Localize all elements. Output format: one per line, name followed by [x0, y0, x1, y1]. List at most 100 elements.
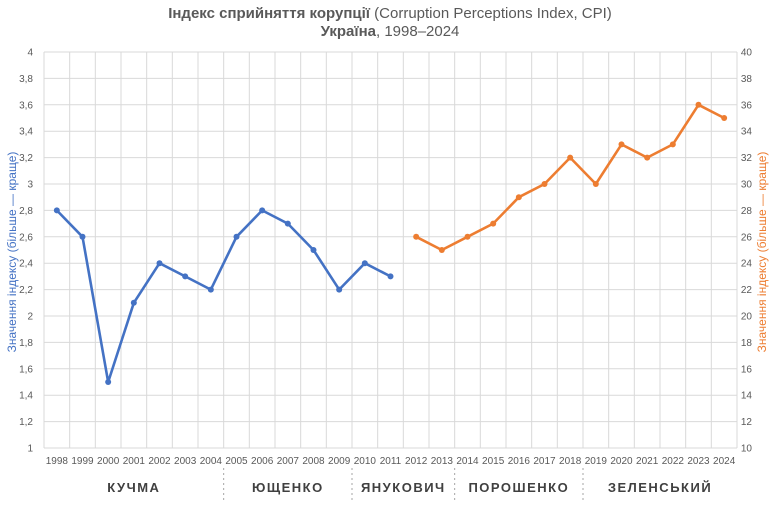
- y-axis-right-ticks: 10 12 14 16 18 20 22 24 26 28 30 32 34 36 38 40: [741, 48, 753, 455]
- y-left-tick-label: 2: [27, 312, 33, 323]
- y-right-tick-label: 28: [741, 206, 753, 217]
- data-point: [156, 260, 163, 267]
- data-point: [336, 286, 343, 293]
- y-right-tick-label: 30: [741, 180, 753, 191]
- y-left-tick-label: 1,4: [19, 391, 33, 402]
- data-point: [259, 207, 266, 214]
- y-right-tick-label: 14: [741, 391, 753, 402]
- data-point: [567, 154, 574, 161]
- y-axis-left-ticks: 1 1,2 1,4 1,6 1,8 2 2,2 2,4 2,6 2,8 3 3,2 3,4 3,6 3,8 4: [19, 48, 33, 455]
- data-point: [130, 299, 137, 306]
- y-right-tick-label: 32: [741, 153, 753, 164]
- y-axis-left-label: Значення індексу (більше — краще): [5, 152, 19, 353]
- x-tick-label: 2017: [533, 456, 556, 467]
- data-point: [618, 141, 625, 148]
- x-tick-label: 2007: [277, 456, 300, 467]
- x-tick-label: 2022: [662, 456, 685, 467]
- y-right-tick-label: 38: [741, 74, 753, 85]
- data-point: [79, 233, 86, 240]
- y-right-tick-label: 36: [741, 100, 753, 111]
- y-right-tick-label: 40: [741, 48, 753, 59]
- y-left-tick-label: 2,8: [19, 206, 33, 217]
- subtitle-bold-part: Україна: [321, 23, 377, 40]
- x-tick-label: 2009: [328, 456, 351, 467]
- x-tick-label: 1998: [46, 456, 69, 467]
- y-left-tick-label: 2,4: [19, 259, 33, 270]
- data-point: [490, 220, 497, 227]
- x-tick-label: 2003: [174, 456, 197, 467]
- data-point: [438, 247, 445, 253]
- y-right-tick-label: 24: [741, 259, 753, 270]
- series-line-1: [55, 209, 392, 384]
- data-point: [413, 233, 420, 240]
- chart-title-line2: Україна, 1998–2024: [321, 23, 460, 40]
- y-left-tick-label: 2,2: [19, 285, 33, 296]
- y-left-tick-label: 1,6: [19, 364, 33, 375]
- era-label: КУЧМА: [107, 480, 160, 495]
- y-right-tick-label: 34: [741, 127, 753, 138]
- x-tick-label: 2014: [456, 456, 479, 467]
- y-right-tick-label: 18: [741, 338, 753, 349]
- data-point: [387, 273, 394, 280]
- era-label: ЮЩЕНКО: [252, 480, 324, 495]
- title-rest-part: (Corruption Perceptions Index, CPI): [370, 5, 612, 22]
- data-point: [284, 220, 291, 227]
- data-point: [182, 273, 189, 280]
- x-tick-label: 2008: [302, 456, 325, 467]
- data-point: [233, 233, 240, 240]
- data-point: [464, 233, 471, 240]
- x-tick-label: 2010: [354, 456, 377, 467]
- data-point: [592, 181, 599, 187]
- series-group: [53, 101, 728, 385]
- data-point: [515, 194, 522, 201]
- x-tick-label: 2020: [610, 456, 633, 467]
- x-tick-label: 2015: [482, 456, 505, 467]
- data-point: [669, 141, 676, 148]
- y-right-tick-label: 26: [741, 232, 753, 243]
- y-left-tick-label: 4: [27, 48, 33, 59]
- era-label: ЯНУКОВИЧ: [361, 480, 446, 495]
- gridlines: [43, 51, 738, 449]
- y-right-tick-label: 16: [741, 364, 753, 375]
- y-right-tick-label: 10: [741, 444, 753, 455]
- x-tick-label: 1999: [71, 456, 94, 467]
- chart-title-line1: Індекс сприйняття корупції (Corruption P…: [168, 5, 612, 22]
- y-right-tick-label: 12: [741, 417, 753, 428]
- president-eras: КУЧМА ЮЩЕНКО ЯНУКОВИЧ ПОРОШЕНКО ЗЕЛЕНСЬКИЙ: [107, 468, 712, 503]
- y-left-tick-label: 3,6: [19, 100, 33, 111]
- y-left-tick-label: 3: [27, 180, 33, 191]
- y-axis-right-label: Значення індексу (більше — краще): [755, 152, 769, 353]
- data-point: [541, 181, 548, 187]
- y-left-tick-label: 3,4: [19, 127, 33, 138]
- x-tick-label: 2001: [123, 456, 146, 467]
- x-axis-ticks: 1998 1999 2000 2001 2002 2003 2004 2005 2006 2007…: [46, 456, 736, 467]
- y-left-tick-label: 2,6: [19, 232, 33, 243]
- x-tick-label: 2002: [148, 456, 171, 467]
- x-tick-label: 2023: [687, 456, 710, 467]
- y-left-tick-label: 1,2: [19, 417, 33, 428]
- y-right-tick-label: 20: [741, 312, 753, 323]
- x-tick-label: 2005: [225, 456, 248, 467]
- y-left-tick-label: 3,2: [19, 153, 33, 164]
- x-tick-label: 2012: [405, 456, 428, 467]
- x-tick-label: 2019: [585, 456, 608, 467]
- x-tick-label: 2024: [713, 456, 736, 467]
- subtitle-rest-part: , 1998–2024: [376, 23, 459, 40]
- x-tick-label: 2021: [636, 456, 659, 467]
- y-right-tick-label: 22: [741, 285, 753, 296]
- era-label: ЗЕЛЕНСЬКИЙ: [608, 480, 712, 495]
- data-point: [721, 115, 728, 121]
- era-label: ПОРОШЕНКО: [468, 480, 569, 495]
- x-tick-label: 2013: [431, 456, 454, 467]
- data-point: [105, 379, 112, 385]
- data-point: [361, 260, 368, 267]
- title-bold-part: Індекс сприйняття корупції: [168, 5, 371, 22]
- x-tick-label: 2006: [251, 456, 274, 467]
- y-left-tick-label: 1,8: [19, 338, 33, 349]
- data-point: [644, 154, 651, 161]
- series-line-2: [415, 103, 725, 252]
- data-point: [207, 286, 214, 293]
- x-tick-label: 2004: [200, 456, 223, 467]
- x-tick-label: 2018: [559, 456, 582, 467]
